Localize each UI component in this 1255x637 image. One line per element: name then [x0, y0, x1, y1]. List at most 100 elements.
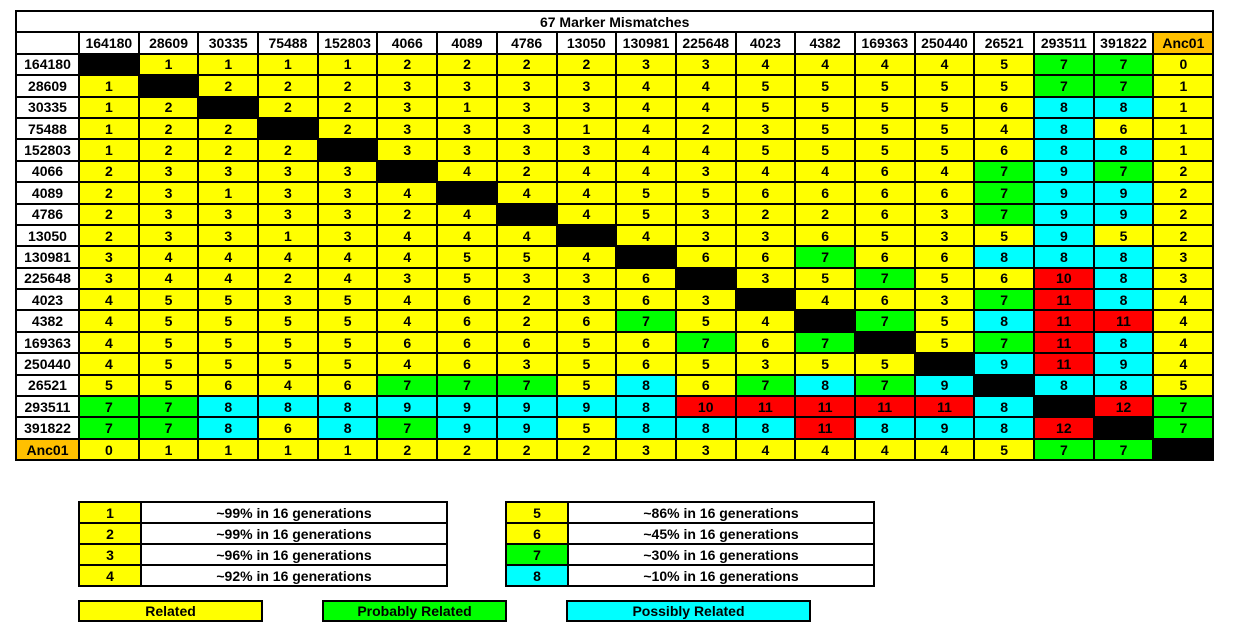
mismatch-cell: 3	[197, 202, 260, 226]
mismatch-cell: 7	[973, 181, 1035, 205]
mismatch-cell: 5	[913, 95, 976, 119]
mismatch-cell: 5	[1092, 223, 1155, 248]
mismatch-cell: 3	[495, 116, 558, 141]
mismatch-cell: 2	[257, 266, 319, 291]
mismatch-cell: 4	[555, 181, 618, 205]
mismatch-cell: 3	[197, 223, 260, 248]
diagonal-cell	[495, 202, 558, 226]
mismatch-cell: 4	[436, 223, 498, 248]
mismatch-cell: 12	[1033, 416, 1095, 440]
mismatch-cell: 5	[794, 116, 856, 141]
row-header: 30335	[15, 95, 80, 119]
legend-row: 4 ~92% in 16 generations	[78, 564, 448, 587]
table-row: 13050 2 3 3 1 3 4 4 4 4 3 3 6 5 3 5 9 5 2	[15, 223, 1215, 248]
mismatch-cell: 3	[137, 223, 200, 248]
ancestor-cell: 4	[734, 437, 797, 462]
mismatch-cell: 4	[376, 245, 439, 269]
mismatch-cell: 5	[137, 352, 200, 376]
mismatch-cell: 9	[1033, 202, 1095, 226]
diagonal-cell	[1152, 437, 1215, 462]
mismatch-cell: 4	[495, 223, 558, 248]
table-row: 293511 7 7 8 8 8 9 9 9 9 8 10 11 11 11 11 8 12 7	[15, 395, 1215, 419]
mismatch-cell: 3	[316, 181, 379, 205]
mismatch-cell: 5	[913, 138, 976, 162]
mismatch-cell: 4	[316, 245, 379, 269]
row-header: 391822	[15, 416, 80, 440]
ancestor-cell: 2	[1152, 181, 1215, 205]
legend-swatch: 1	[78, 501, 142, 524]
mismatch-cell: 3	[495, 352, 558, 376]
legend-swatch: 4	[78, 564, 142, 587]
table-row: 250440 4 5 5 5 5 4 6 3 5 6 5 3 5 5 9 11 9 4	[15, 352, 1215, 376]
mismatch-cell: 8	[1092, 266, 1155, 291]
mismatch-cell: 7	[794, 245, 856, 269]
mismatch-cell: 5	[197, 309, 260, 333]
mismatch-cell: 5	[257, 309, 319, 333]
column-header: 152803	[316, 31, 379, 55]
mismatch-cell: 6	[436, 330, 498, 355]
related-key: Related	[78, 600, 263, 622]
mismatch-cell: 3	[257, 181, 319, 205]
mismatch-cell: 3	[674, 52, 737, 77]
mismatch-cell: 3	[615, 52, 677, 77]
mismatch-cell: 3	[376, 95, 439, 119]
legend-description: ~30% in 16 generations	[567, 543, 875, 566]
mismatch-cell: 2	[495, 309, 558, 333]
row-header: 4382	[15, 309, 80, 333]
mismatch-cell: 5	[555, 373, 618, 398]
mismatch-cell: 2	[137, 138, 200, 162]
mismatch-cell: 3	[674, 223, 737, 248]
mismatch-cell: 9	[1092, 202, 1155, 226]
mismatch-cell: 3	[78, 245, 140, 269]
mismatch-cell: 7	[853, 266, 916, 291]
mismatch-cell: 4	[197, 245, 260, 269]
table-row: 4066 2 3 3 3 3 4 2 4 4 3 4 4 6 4 7 9 7 2	[15, 159, 1215, 184]
mismatch-cell: 1	[257, 223, 319, 248]
mismatch-cell: 9	[1033, 223, 1095, 248]
mismatch-cell: 3	[913, 202, 976, 226]
mismatch-cell: 3	[913, 223, 976, 248]
diagonal-cell	[197, 95, 260, 119]
mismatch-cell: 8	[615, 416, 677, 440]
diagonal-cell	[436, 181, 498, 205]
mismatch-cell: 5	[794, 74, 856, 98]
mismatch-cell: 8	[197, 416, 260, 440]
mismatch-cell: 4	[436, 159, 498, 184]
diagonal-cell	[555, 223, 618, 248]
ancestor-cell: 4	[1152, 309, 1215, 333]
mismatch-cell: 6	[436, 309, 498, 333]
mismatch-cell: 5	[913, 309, 976, 333]
legend-description: ~99% in 16 generations	[140, 501, 448, 524]
mismatch-cell: 6	[197, 373, 260, 398]
table-row: 152803 1 2 2 2 3 3 3 3 4 4 5 5 5 5 6 8 8 1	[15, 138, 1215, 162]
mismatch-cell: 9	[495, 416, 558, 440]
mismatch-cell: 8	[674, 416, 737, 440]
mismatch-cell: 8	[734, 416, 797, 440]
row-header: 250440	[15, 352, 80, 376]
table-row: 4023 4 5 5 3 5 4 6 2 3 6 3 4 6 3 7 11 8 4	[15, 288, 1215, 312]
mismatch-cell: 5	[973, 52, 1035, 77]
ancestor-cell: 2	[436, 437, 498, 462]
row-header: 293511	[15, 395, 80, 419]
mismatch-cell: 5	[674, 352, 737, 376]
table-row: 4382 4 5 5 5 5 4 6 2 6 7 5 4 7 5 8 11 11 4	[15, 309, 1215, 333]
row-header: 169363	[15, 330, 80, 355]
legend-swatch: 8	[505, 564, 569, 587]
legend-row: 5 ~86% in 16 generations	[505, 501, 875, 524]
legend-row: 6 ~45% in 16 generations	[505, 522, 875, 545]
table-row: 130981 3 4 4 4 4 4 5 5 4 6 6 7 6 6 8 8 8 3	[15, 245, 1215, 269]
mismatch-cell: 6	[853, 202, 916, 226]
mismatch-cell: 5	[853, 74, 916, 98]
mismatch-cell: 1	[555, 116, 618, 141]
mismatch-cell: 2	[78, 223, 140, 248]
row-header: 4786	[15, 202, 80, 226]
mismatch-cell: 3	[137, 159, 200, 184]
mismatch-cell: 9	[376, 395, 439, 419]
mismatch-cell: 8	[973, 309, 1035, 333]
mismatch-cell: 2	[78, 159, 140, 184]
mismatch-cell: 3	[734, 266, 797, 291]
mismatch-cell: 2	[555, 52, 618, 77]
diagonal-cell	[316, 138, 379, 162]
mismatch-cell: 2	[316, 116, 379, 141]
mismatch-cell: 9	[1092, 181, 1155, 205]
